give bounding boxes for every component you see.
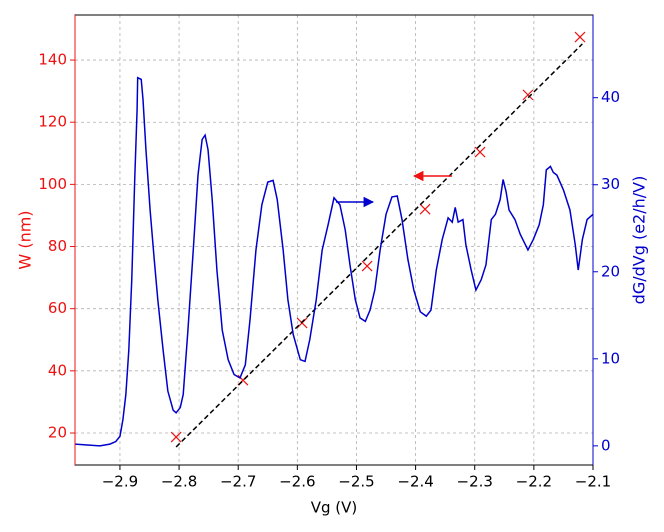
data-point	[419, 203, 431, 215]
y2-axis-label: dG/dVg (e2/h/V)	[630, 176, 649, 305]
data-line	[75, 76, 593, 447]
y-tick-label: 140	[38, 51, 67, 69]
x-tick-label: −2.2	[516, 473, 552, 491]
y-tick-label: 80	[48, 237, 67, 255]
y2-tick-label: 0	[601, 436, 611, 454]
y-tick-label: 100	[38, 175, 67, 193]
plot-area	[75, 31, 593, 448]
x-tick-label: −2.1	[575, 473, 611, 491]
y2-tick-label: 10	[601, 349, 620, 367]
data-point	[474, 146, 486, 158]
x-tick-label: −2.4	[397, 473, 433, 491]
data-point	[522, 89, 534, 101]
x-tick-label: −2.9	[102, 473, 138, 491]
y2-tick-label: 30	[601, 175, 620, 193]
x-tick-label: −2.3	[457, 473, 493, 491]
x-tick-label: −2.8	[161, 473, 197, 491]
x-axis-label: Vg (V)	[311, 499, 358, 517]
y2-tick-label: 20	[601, 262, 620, 280]
data-line	[175, 43, 583, 448]
y-tick-label: 60	[48, 299, 67, 317]
x-tick-label: −2.7	[220, 473, 256, 491]
data-point	[170, 431, 182, 443]
y-axis-label: W (nm)	[16, 210, 35, 269]
x-tick-label: −2.5	[338, 473, 374, 491]
y2-tick-label: 40	[601, 88, 620, 106]
x-tick-label: −2.6	[279, 473, 315, 491]
data-point	[361, 260, 373, 272]
grid	[75, 15, 594, 465]
y-tick-label: 20	[48, 423, 67, 441]
y-tick-label: 120	[38, 113, 67, 131]
data-point	[574, 31, 586, 43]
y-tick-label: 40	[48, 361, 67, 379]
